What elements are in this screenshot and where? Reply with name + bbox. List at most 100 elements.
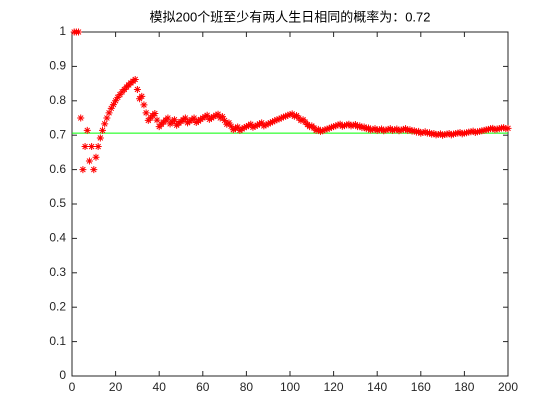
point — [109, 101, 117, 109]
point — [225, 119, 233, 127]
point — [463, 129, 471, 137]
point — [96, 134, 104, 142]
point — [238, 125, 246, 133]
point — [133, 85, 141, 93]
point — [504, 124, 512, 132]
point — [382, 126, 390, 134]
point — [388, 126, 396, 134]
point — [260, 122, 268, 130]
point — [229, 126, 237, 134]
point — [500, 124, 508, 132]
point — [203, 111, 211, 119]
point — [227, 122, 235, 130]
x-tick-label: 120 — [324, 380, 344, 394]
x-tick-label: 140 — [367, 380, 387, 394]
y-tick-label: 0.4 — [49, 231, 66, 245]
y-tick-label: 0.9 — [49, 59, 66, 73]
point — [205, 115, 213, 123]
point — [94, 143, 102, 151]
point — [384, 125, 392, 133]
x-tick-label: 100 — [280, 380, 300, 394]
point — [218, 113, 226, 121]
point — [323, 125, 331, 133]
point — [391, 126, 399, 134]
point — [190, 114, 198, 122]
point — [107, 104, 115, 112]
point — [138, 92, 146, 100]
x-tick-label: 180 — [454, 380, 474, 394]
point — [101, 120, 109, 128]
point — [471, 128, 479, 136]
point — [277, 114, 285, 122]
point — [142, 109, 150, 117]
point — [75, 28, 83, 36]
point — [358, 124, 366, 132]
point — [476, 127, 484, 135]
point — [439, 131, 447, 139]
point — [312, 126, 320, 134]
y-tick-label: 0.6 — [49, 162, 66, 176]
point — [245, 122, 253, 130]
point — [445, 129, 453, 137]
point — [197, 115, 205, 123]
point — [266, 119, 274, 127]
point — [306, 123, 314, 131]
point — [164, 114, 172, 122]
point — [290, 112, 298, 120]
x-tick-label: 40 — [153, 380, 167, 394]
point — [330, 123, 338, 131]
point — [419, 128, 427, 136]
point — [334, 121, 342, 129]
point — [404, 126, 412, 134]
point — [436, 130, 444, 138]
point — [116, 91, 124, 99]
x-tick-label: 20 — [109, 380, 123, 394]
point — [456, 128, 464, 136]
point — [412, 128, 420, 136]
point — [369, 125, 377, 133]
point — [201, 113, 209, 121]
x-tick-label: 60 — [196, 380, 210, 394]
point — [88, 143, 96, 151]
point — [343, 121, 351, 129]
point — [170, 116, 178, 124]
point — [321, 126, 329, 134]
point — [454, 129, 462, 137]
point — [240, 124, 248, 132]
point — [258, 119, 266, 127]
x-tick-label: 160 — [411, 380, 431, 394]
y-tick-label: 0 — [59, 368, 66, 382]
point — [199, 114, 207, 122]
point — [338, 122, 346, 130]
point — [273, 116, 281, 124]
point — [192, 118, 200, 126]
point — [208, 114, 216, 122]
point — [242, 123, 250, 131]
y-tick-label: 0.7 — [49, 127, 66, 141]
point — [489, 124, 497, 132]
y-tick-label: 0.5 — [49, 196, 66, 210]
point — [223, 120, 231, 128]
point — [434, 131, 442, 139]
y-tick-label: 0.1 — [49, 334, 66, 348]
point — [373, 126, 381, 134]
point — [140, 101, 148, 109]
y-tick-label: 0.3 — [49, 265, 66, 279]
point — [114, 93, 122, 101]
point — [341, 122, 348, 130]
point — [317, 127, 325, 135]
point — [430, 129, 438, 137]
point — [255, 120, 263, 128]
point — [421, 128, 429, 136]
point — [214, 110, 222, 118]
point — [447, 131, 455, 139]
point — [417, 129, 425, 137]
y-tick-label: 0.8 — [49, 93, 66, 107]
point — [186, 117, 194, 125]
point — [153, 116, 161, 124]
point — [79, 166, 87, 174]
point — [397, 126, 405, 134]
point — [212, 111, 220, 119]
point — [284, 111, 292, 119]
